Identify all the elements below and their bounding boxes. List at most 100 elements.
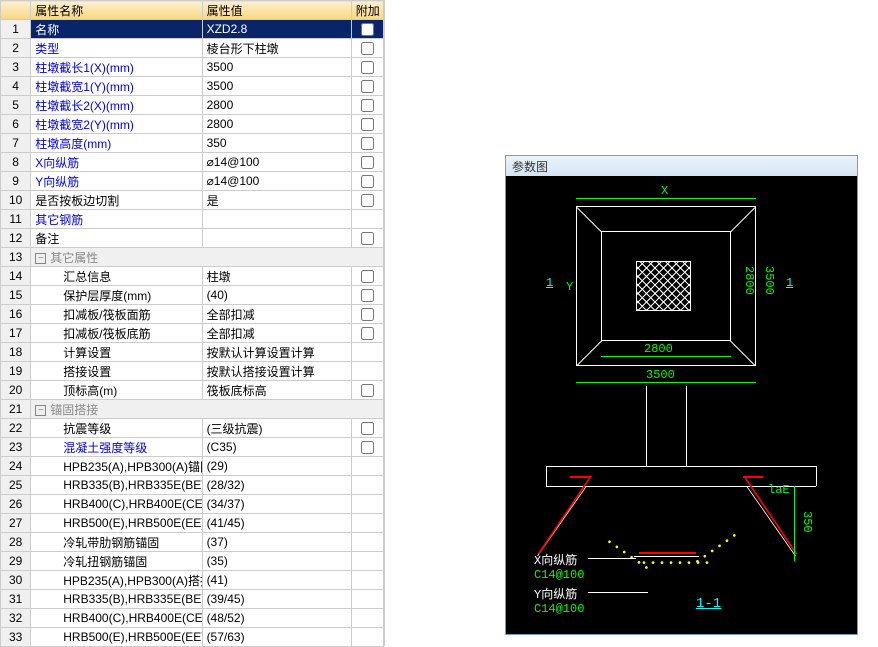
table-row[interactable]: 32HRB400(C),HRB400E(CE),HRBF(48/52) xyxy=(1,609,384,628)
prop-check[interactable] xyxy=(351,381,383,400)
table-row[interactable]: 10是否按板边切割是 xyxy=(1,191,384,210)
table-row[interactable]: 29冷轧扭钢筋锚固(35) xyxy=(1,552,384,571)
table-row[interactable]: 11其它钢筋 xyxy=(1,210,384,229)
prop-name[interactable]: 计算设置 xyxy=(31,343,202,362)
prop-check[interactable] xyxy=(351,305,383,324)
col-header-name[interactable]: 属性名称 xyxy=(31,1,202,20)
prop-check[interactable] xyxy=(351,552,383,571)
prop-value[interactable]: 3500 xyxy=(202,77,351,96)
prop-value[interactable]: ⌀14@100 xyxy=(202,172,351,191)
table-row[interactable]: 15保护层厚度(mm)(40) xyxy=(1,286,384,305)
prop-value[interactable]: 筏板底标高 xyxy=(202,381,351,400)
table-row[interactable]: 17扣减板/筏板底筋全部扣减 xyxy=(1,324,384,343)
prop-name[interactable]: 汇总信息 xyxy=(31,267,202,286)
group-cell[interactable]: −其它属性 xyxy=(31,248,384,267)
prop-value[interactable]: 2800 xyxy=(202,115,351,134)
prop-name[interactable]: 柱墩截长2(X)(mm) xyxy=(31,96,202,115)
table-row[interactable]: 18计算设置按默认计算设置计算 xyxy=(1,343,384,362)
prop-value[interactable]: (29) xyxy=(202,457,351,476)
prop-check[interactable] xyxy=(351,590,383,609)
table-row[interactable]: 27HRB500(E),HRB500E(EE),HRBF(41/45) xyxy=(1,514,384,533)
prop-name[interactable]: 是否按板边切割 xyxy=(31,191,202,210)
col-header-value[interactable]: 属性值 xyxy=(202,1,351,20)
prop-check[interactable] xyxy=(351,571,383,590)
prop-value[interactable]: (C35) xyxy=(202,438,351,457)
add-checkbox[interactable] xyxy=(361,156,374,169)
table-row[interactable]: 24HPB235(A),HPB300(A)锚固(29) xyxy=(1,457,384,476)
prop-check[interactable] xyxy=(351,58,383,77)
prop-name[interactable]: HRB500(E),HRB500E(EE),HRBF xyxy=(31,514,202,533)
add-checkbox[interactable] xyxy=(361,289,374,302)
prop-check[interactable] xyxy=(351,191,383,210)
prop-check[interactable] xyxy=(351,362,383,381)
prop-check[interactable] xyxy=(351,267,383,286)
prop-name[interactable]: 扣减板/筏板底筋 xyxy=(31,324,202,343)
prop-check[interactable] xyxy=(351,77,383,96)
table-row[interactable]: 8X向纵筋⌀14@100 xyxy=(1,153,384,172)
table-row[interactable]: 20顶标高(m)筏板底标高 xyxy=(1,381,384,400)
prop-name[interactable]: HPB235(A),HPB300(A)搭接 xyxy=(31,571,202,590)
prop-check[interactable] xyxy=(351,20,383,39)
prop-value[interactable]: (41/45) xyxy=(202,514,351,533)
prop-name[interactable]: 扣减板/筏板面筋 xyxy=(31,305,202,324)
table-row[interactable]: 28冷轧带肋钢筋锚固(37) xyxy=(1,533,384,552)
add-checkbox[interactable] xyxy=(361,99,374,112)
prop-check[interactable] xyxy=(351,153,383,172)
prop-name[interactable]: HRB400(C),HRB400E(CE),HRBF xyxy=(31,609,202,628)
prop-value[interactable]: (35) xyxy=(202,552,351,571)
prop-name[interactable]: HRB335(B),HRB335E(BE),HRBF xyxy=(31,476,202,495)
prop-value[interactable]: (41) xyxy=(202,571,351,590)
prop-check[interactable] xyxy=(351,39,383,58)
add-checkbox[interactable] xyxy=(361,118,374,131)
prop-value[interactable]: 全部扣减 xyxy=(202,305,351,324)
prop-name[interactable]: 柱墩截宽1(Y)(mm) xyxy=(31,77,202,96)
prop-check[interactable] xyxy=(351,229,383,248)
table-row[interactable]: 22抗震等级(三级抗震) xyxy=(1,419,384,438)
prop-name[interactable]: 备注 xyxy=(31,229,202,248)
prop-value[interactable]: 柱墩 xyxy=(202,267,351,286)
prop-check[interactable] xyxy=(351,96,383,115)
prop-name[interactable]: 冷轧带肋钢筋锚固 xyxy=(31,533,202,552)
col-header-add[interactable]: 附加 xyxy=(351,1,383,20)
table-row[interactable]: 2类型棱台形下柱墩 xyxy=(1,39,384,58)
prop-name[interactable]: Y向纵筋 xyxy=(31,172,202,191)
table-row[interactable]: 26HRB400(C),HRB400E(CE),HRBF(34/37) xyxy=(1,495,384,514)
table-row[interactable]: 16扣减板/筏板面筋全部扣减 xyxy=(1,305,384,324)
prop-value[interactable] xyxy=(202,210,351,229)
prop-check[interactable] xyxy=(351,210,383,229)
prop-name[interactable]: 柱墩截宽2(Y)(mm) xyxy=(31,115,202,134)
prop-name[interactable]: 保护层厚度(mm) xyxy=(31,286,202,305)
table-row[interactable]: 5柱墩截长2(X)(mm)2800 xyxy=(1,96,384,115)
add-checkbox[interactable] xyxy=(361,61,374,74)
prop-value[interactable]: XZD2.8 xyxy=(202,20,351,39)
prop-check[interactable] xyxy=(351,438,383,457)
prop-check[interactable] xyxy=(351,172,383,191)
prop-value[interactable]: (39/45) xyxy=(202,590,351,609)
prop-value[interactable]: (57/63) xyxy=(202,628,351,647)
prop-name[interactable]: HRB335(B),HRB335E(BE),HRBF xyxy=(31,590,202,609)
add-checkbox[interactable] xyxy=(361,422,374,435)
prop-value[interactable]: 350 xyxy=(202,134,351,153)
prop-value[interactable]: 是 xyxy=(202,191,351,210)
table-row[interactable]: 30HPB235(A),HPB300(A)搭接(41) xyxy=(1,571,384,590)
table-row[interactable]: 7柱墩高度(mm)350 xyxy=(1,134,384,153)
prop-name[interactable]: 其它钢筋 xyxy=(31,210,202,229)
prop-check[interactable] xyxy=(351,343,383,362)
table-row[interactable]: 14汇总信息柱墩 xyxy=(1,267,384,286)
add-checkbox[interactable] xyxy=(361,441,374,454)
table-row[interactable]: 19搭接设置按默认搭接设置计算 xyxy=(1,362,384,381)
collapse-icon[interactable]: − xyxy=(35,405,46,416)
table-row[interactable]: 13−其它属性 xyxy=(1,248,384,267)
prop-value[interactable] xyxy=(202,229,351,248)
table-row[interactable]: 4柱墩截宽1(Y)(mm)3500 xyxy=(1,77,384,96)
prop-name[interactable]: X向纵筋 xyxy=(31,153,202,172)
add-checkbox[interactable] xyxy=(361,327,374,340)
prop-name[interactable]: 名称 xyxy=(31,20,202,39)
prop-check[interactable] xyxy=(351,419,383,438)
table-row[interactable]: 33HRB500(E),HRB500E(EE),HRBF(57/63) xyxy=(1,628,384,647)
prop-check[interactable] xyxy=(351,115,383,134)
prop-value[interactable]: (三级抗震) xyxy=(202,419,351,438)
prop-name[interactable]: HRB400(C),HRB400E(CE),HRBF xyxy=(31,495,202,514)
prop-check[interactable] xyxy=(351,495,383,514)
prop-check[interactable] xyxy=(351,533,383,552)
